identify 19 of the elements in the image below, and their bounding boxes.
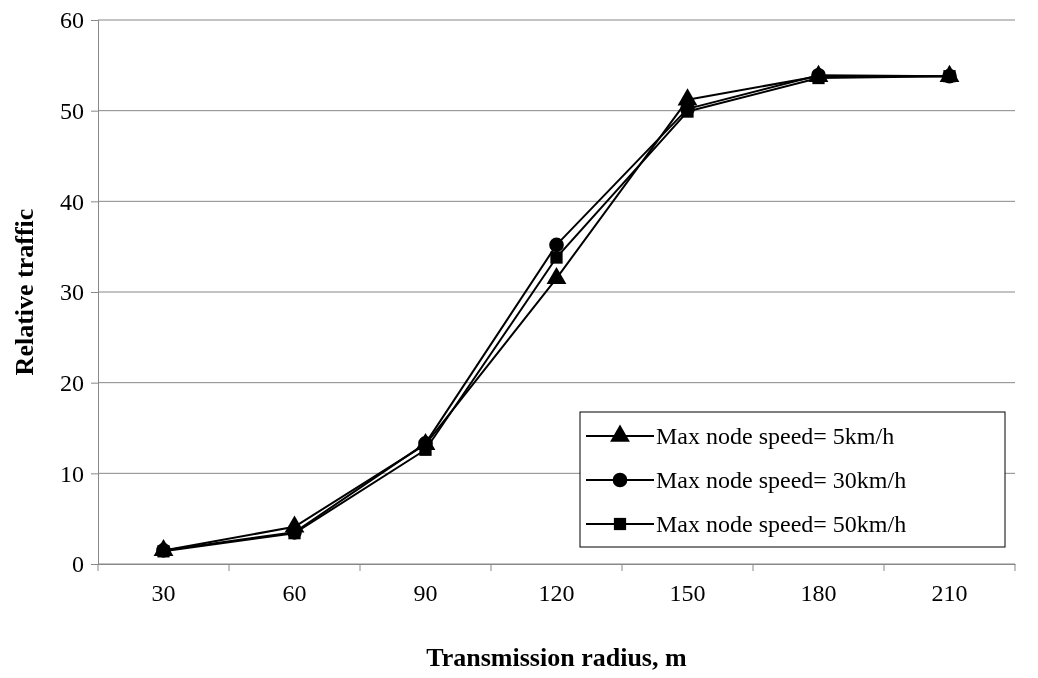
y-tick-label: 20 [60, 369, 84, 396]
legend-label: Max node speed= 30km/h [656, 467, 907, 493]
x-tick-label: 60 [282, 580, 307, 607]
legend-label: Max node speed= 50km/h [656, 511, 907, 537]
y-tick-label: 40 [60, 188, 84, 215]
x-tick-label: 150 [669, 580, 706, 607]
x-tick-label: 90 [413, 580, 438, 607]
x-tick-label: 120 [538, 580, 575, 607]
y-tick-label: 0 [72, 551, 84, 578]
y-tick-label: 50 [60, 97, 84, 124]
y-tick-label: 10 [60, 460, 84, 487]
x-axis-title: Transmission radius, m [426, 643, 687, 672]
legend-label: Max node speed= 5km/h [656, 423, 895, 449]
y-tick-label: 60 [60, 7, 84, 34]
x-tick-label: 180 [800, 580, 837, 607]
x-tick-label: 30 [151, 580, 176, 607]
y-axis-title: Relative traffic [10, 208, 39, 376]
x-tick-label: 210 [931, 580, 968, 607]
y-tick-label: 30 [60, 279, 84, 306]
